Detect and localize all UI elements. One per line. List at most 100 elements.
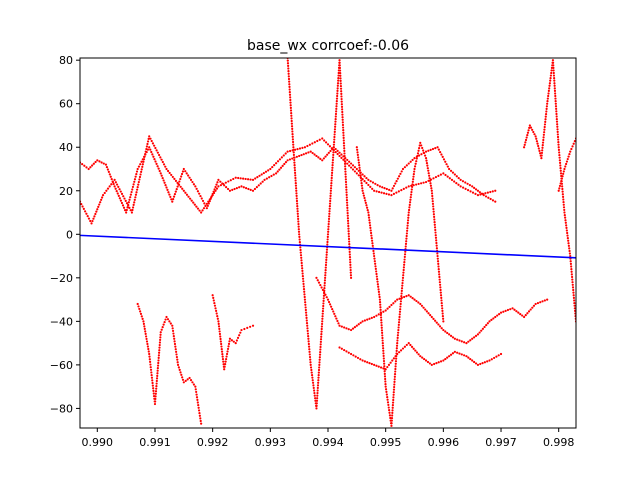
scatter-point — [377, 190, 381, 194]
scatter-point — [358, 166, 361, 169]
scatter-point — [451, 336, 455, 339]
scatter-point — [554, 105, 558, 108]
scatter-point — [113, 185, 116, 188]
scatter-point — [299, 246, 302, 249]
scatter-point — [382, 359, 386, 363]
scatter-point — [270, 174, 273, 178]
scatter-point — [215, 312, 218, 315]
scatter-point — [533, 133, 536, 136]
scatter-point — [402, 268, 405, 272]
scatter-point — [327, 225, 330, 228]
scatter-point — [322, 302, 325, 305]
scatter-point — [294, 174, 297, 177]
scatter-point — [173, 337, 176, 340]
scatter-point — [341, 121, 344, 124]
scatter-point — [337, 77, 340, 80]
scatter-point — [434, 236, 438, 239]
scatter-point — [326, 233, 330, 236]
scatter-point — [338, 64, 341, 67]
scatter-point — [380, 191, 383, 194]
scatter-point — [398, 175, 401, 178]
scatter-point — [189, 379, 193, 382]
scatter-point — [455, 175, 458, 178]
scatter-point — [428, 174, 431, 177]
scatter-point — [365, 181, 368, 185]
scatter-point — [187, 174, 190, 177]
scatter-point — [124, 199, 127, 202]
scatter-point — [328, 202, 332, 205]
scatter-point — [353, 170, 357, 173]
scatter-point — [155, 162, 158, 165]
scatter-point — [413, 298, 416, 301]
scatter-point — [369, 185, 372, 188]
scatter-point — [395, 352, 398, 355]
scatter-point — [379, 311, 382, 314]
scatter-point — [246, 178, 250, 181]
scatter-point — [355, 146, 358, 149]
scatter-point — [256, 176, 259, 179]
scatter-point — [571, 278, 574, 281]
scatter-point — [451, 352, 455, 355]
scatter-point — [288, 88, 291, 91]
scatter-point — [345, 183, 348, 186]
scatter-point — [327, 230, 330, 233]
y-tick-label: −60 — [50, 359, 73, 372]
scatter-point — [566, 237, 569, 240]
scatter-point — [395, 344, 399, 347]
scatter-point — [171, 329, 175, 333]
scatter-point — [258, 174, 261, 177]
scatter-point — [329, 197, 332, 200]
scatter-point — [564, 165, 567, 168]
scatter-point — [463, 341, 466, 344]
scatter-point — [469, 339, 472, 342]
scatter-point — [297, 230, 301, 233]
scatter-point — [570, 273, 573, 276]
scatter-point — [483, 325, 486, 329]
scatter-point — [386, 307, 389, 310]
scatter-point — [143, 325, 146, 328]
scatter-point — [347, 351, 350, 354]
scatter-point — [435, 362, 438, 365]
scatter-point — [218, 327, 221, 331]
scatter-point — [155, 149, 158, 152]
scatter-point — [182, 381, 185, 384]
scatter-point — [343, 348, 346, 352]
scatter-point — [559, 169, 562, 172]
scatter-point — [427, 149, 430, 152]
scatter-point — [110, 178, 113, 181]
scatter-point — [311, 379, 314, 382]
scatter-point — [377, 285, 380, 288]
scatter-point — [295, 197, 298, 200]
scatter-point — [556, 128, 559, 131]
scatter-point — [173, 193, 177, 196]
scatter-point — [446, 331, 449, 335]
scatter-point — [370, 234, 373, 237]
scatter-point — [297, 220, 300, 223]
scatter-point — [522, 315, 526, 319]
scatter-point — [429, 148, 432, 151]
scatter-point — [147, 350, 150, 353]
scatter-point — [544, 120, 547, 123]
scatter-point — [347, 227, 350, 230]
scatter-point — [156, 374, 159, 377]
scatter-point — [403, 261, 406, 264]
scatter-point — [324, 274, 327, 277]
scatter-point — [223, 368, 226, 371]
scatter-point — [382, 310, 385, 313]
scatter-point — [317, 281, 321, 284]
scatter-point — [293, 166, 296, 169]
scatter-point — [140, 160, 143, 163]
scatter-point — [540, 151, 544, 155]
scatter-point — [223, 365, 226, 368]
scatter-point — [436, 257, 439, 260]
scatter-point — [294, 179, 297, 182]
scatter-point — [149, 368, 153, 371]
scatter-point — [557, 138, 560, 141]
scatter-point — [313, 391, 316, 395]
scatter-point — [299, 254, 303, 257]
scatter-point — [365, 176, 368, 180]
scatter-point — [400, 292, 403, 295]
scatter-point — [515, 310, 518, 313]
scatter-point — [347, 328, 350, 331]
scatter-point — [272, 173, 275, 176]
